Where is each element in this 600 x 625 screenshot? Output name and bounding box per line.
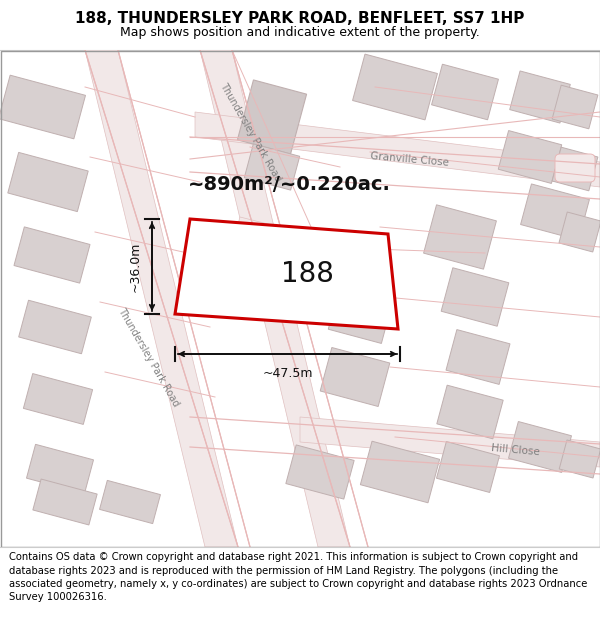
Polygon shape xyxy=(559,212,600,252)
Text: 188, THUNDERSLEY PARK ROAD, BENFLEET, SS7 1HP: 188, THUNDERSLEY PARK ROAD, BENFLEET, SS… xyxy=(76,11,524,26)
Polygon shape xyxy=(328,291,392,343)
Polygon shape xyxy=(559,440,600,478)
Text: Thundersley Park Road: Thundersley Park Road xyxy=(218,81,283,183)
Polygon shape xyxy=(175,219,398,329)
Polygon shape xyxy=(498,131,562,183)
Polygon shape xyxy=(33,479,97,525)
Text: Contains OS data © Crown copyright and database right 2021. This information is : Contains OS data © Crown copyright and d… xyxy=(9,552,587,602)
Polygon shape xyxy=(361,441,440,503)
Polygon shape xyxy=(23,374,92,424)
Text: Granville Close: Granville Close xyxy=(370,151,450,168)
Polygon shape xyxy=(510,71,570,123)
Polygon shape xyxy=(100,481,160,524)
Polygon shape xyxy=(552,85,598,129)
Polygon shape xyxy=(509,421,571,472)
Text: ~36.0m: ~36.0m xyxy=(129,241,142,292)
FancyBboxPatch shape xyxy=(555,154,595,182)
Polygon shape xyxy=(437,385,503,439)
Polygon shape xyxy=(424,205,496,269)
Polygon shape xyxy=(85,50,238,547)
Text: ~890m²/~0.220ac.: ~890m²/~0.220ac. xyxy=(188,176,391,194)
Text: Map shows position and indicative extent of the property.: Map shows position and indicative extent… xyxy=(120,26,480,39)
Polygon shape xyxy=(26,444,94,494)
Polygon shape xyxy=(353,54,437,120)
Polygon shape xyxy=(320,348,390,406)
Polygon shape xyxy=(300,417,600,467)
Polygon shape xyxy=(238,80,307,154)
Polygon shape xyxy=(200,50,350,547)
Polygon shape xyxy=(446,329,510,384)
Polygon shape xyxy=(286,445,354,499)
Polygon shape xyxy=(0,75,85,139)
Polygon shape xyxy=(230,217,320,272)
Polygon shape xyxy=(441,268,509,326)
Polygon shape xyxy=(19,300,91,354)
Polygon shape xyxy=(8,152,88,212)
Polygon shape xyxy=(195,112,600,187)
Polygon shape xyxy=(14,227,90,283)
Polygon shape xyxy=(552,147,598,191)
Text: 188: 188 xyxy=(281,260,334,288)
Polygon shape xyxy=(521,184,589,240)
Polygon shape xyxy=(437,441,499,493)
Polygon shape xyxy=(431,64,499,120)
Text: Hill Close: Hill Close xyxy=(490,443,539,457)
Polygon shape xyxy=(244,144,300,190)
Text: ~47.5m: ~47.5m xyxy=(262,367,313,380)
Text: Thundersley Park Road: Thundersley Park Road xyxy=(116,306,181,408)
